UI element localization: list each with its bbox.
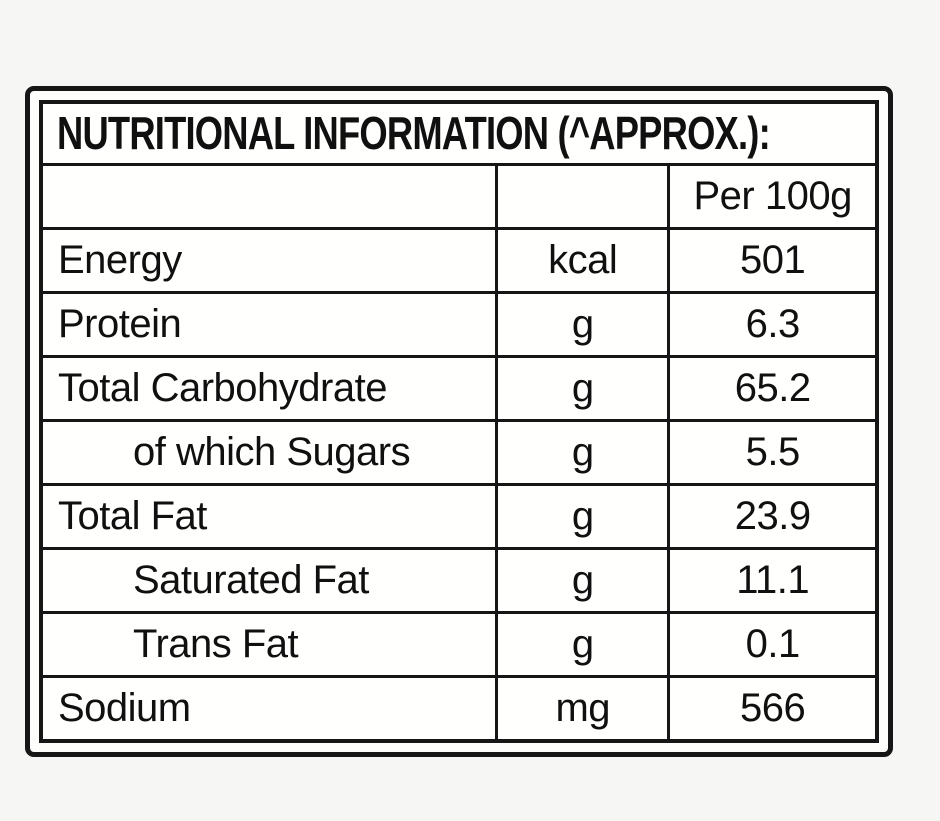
table-row: NUTRITIONAL INFORMATION (^APPROX.): <box>39 100 879 166</box>
table-title-cell: NUTRITIONAL INFORMATION (^APPROX.): <box>39 100 879 166</box>
row-value: 566 <box>667 675 879 743</box>
table-row: Total Carbohydrate g 65.2 <box>39 354 879 422</box>
row-unit: g <box>495 354 671 422</box>
row-label-saturated-fat: Saturated Fat <box>39 547 499 615</box>
table-row: of which Sugars g 5.5 <box>39 418 879 487</box>
row-label-total-carbohydrate: Total Carbohydrate <box>39 354 499 422</box>
row-value: 501 <box>667 226 879 294</box>
row-label-sodium: Sodium <box>39 675 499 743</box>
row-label-trans-fat: Trans Fat <box>39 611 499 679</box>
nutrition-table: NUTRITIONAL INFORMATION (^APPROX.): Per … <box>39 100 879 743</box>
table-row: Trans Fat g 0.1 <box>39 611 879 679</box>
row-label-energy: Energy <box>39 226 499 294</box>
header-empty-label-cell <box>39 162 499 230</box>
row-label-total-fat: Total Fat <box>39 483 499 551</box>
row-unit: kcal <box>495 226 671 294</box>
column-header-per-100g: Per 100g <box>667 162 879 230</box>
row-unit: g <box>495 290 671 358</box>
row-value: 11.1 <box>667 547 879 615</box>
row-value: 65.2 <box>667 354 879 422</box>
table-row: Sodium mg 566 <box>39 675 879 743</box>
row-unit: g <box>495 483 671 551</box>
row-label-of-which-sugars: of which Sugars <box>39 418 499 487</box>
row-label-protein: Protein <box>39 290 499 358</box>
row-unit: g <box>495 418 671 487</box>
table-row: Per 100g <box>39 162 879 230</box>
row-unit: mg <box>495 675 671 743</box>
table-row: Total Fat g 23.9 <box>39 483 879 551</box>
nutrition-label-frame: NUTRITIONAL INFORMATION (^APPROX.): Per … <box>25 86 893 757</box>
row-value: 5.5 <box>667 418 879 487</box>
table-row: Protein g 6.3 <box>39 290 879 358</box>
row-value: 0.1 <box>667 611 879 679</box>
row-unit: g <box>495 611 671 679</box>
table-title: NUTRITIONAL INFORMATION (^APPROX.): <box>57 107 771 160</box>
row-value: 6.3 <box>667 290 879 358</box>
row-value: 23.9 <box>667 483 879 551</box>
table-row: Saturated Fat g 11.1 <box>39 547 879 615</box>
header-empty-unit-cell <box>495 162 671 230</box>
table-row: Energy kcal 501 <box>39 226 879 294</box>
row-unit: g <box>495 547 671 615</box>
